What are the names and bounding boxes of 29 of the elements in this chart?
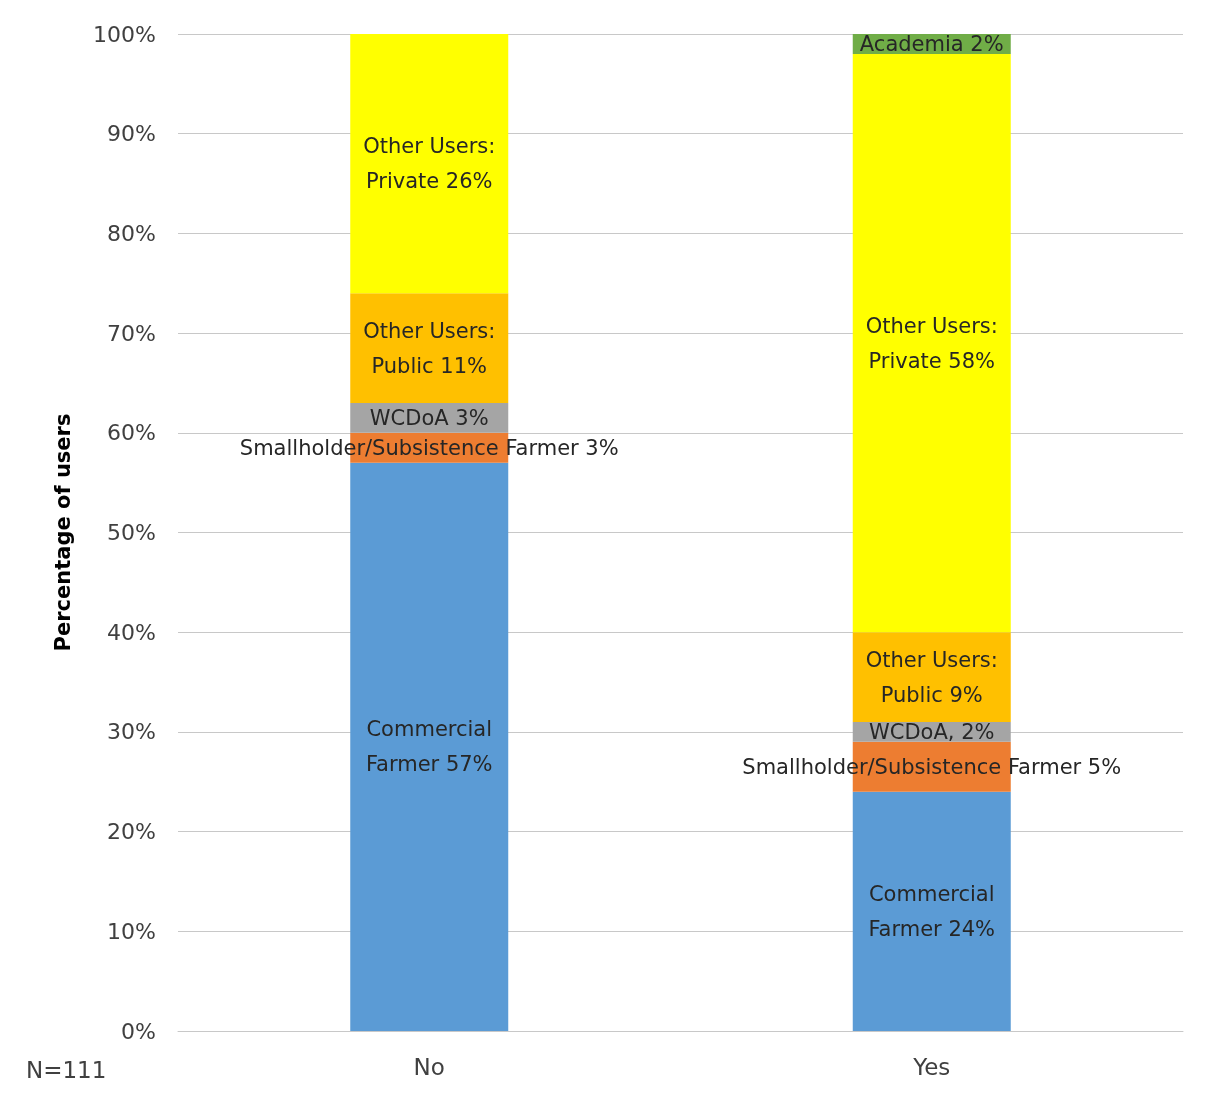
data-label: Other Users: Public 9% xyxy=(865,647,998,707)
data-label: Other Users: Public 11% xyxy=(363,318,496,378)
y-tick-label: 10% xyxy=(107,918,156,944)
y-axis-title: Percentage of users xyxy=(50,413,75,652)
bar xyxy=(350,34,509,294)
text: N=111 xyxy=(26,1056,107,1083)
x-tick-label: No xyxy=(413,1053,445,1080)
data-label: Other Users: Private 26% xyxy=(363,134,496,194)
data-label: WCDoA, 2% xyxy=(869,719,995,744)
x-tick-label: Yes xyxy=(912,1053,951,1080)
bar xyxy=(852,53,1011,633)
data-label: Commercial Farmer 24% xyxy=(868,881,996,941)
bar xyxy=(350,293,509,403)
y-tick-label: 100% xyxy=(93,21,156,47)
data-label: Other Users: Private 58% xyxy=(865,313,998,373)
y-tick-label: 80% xyxy=(107,220,156,246)
y-tick-label: 70% xyxy=(107,320,156,346)
y-tick-label: 20% xyxy=(107,819,156,845)
y-tick-label: 60% xyxy=(107,420,156,446)
y-tick-label: 30% xyxy=(107,719,156,745)
data-label: WCDoA 3% xyxy=(369,405,489,430)
y-tick-label: 40% xyxy=(107,619,156,645)
data-label: Commercial Farmer 57% xyxy=(365,717,493,777)
bar xyxy=(350,462,509,1031)
y-tick-label: 90% xyxy=(107,121,156,147)
bar xyxy=(852,791,1011,1031)
y-tick-label: 50% xyxy=(107,520,156,545)
y-tick-label: 0% xyxy=(121,1018,156,1044)
data-label: Academia 2% xyxy=(859,31,1004,56)
